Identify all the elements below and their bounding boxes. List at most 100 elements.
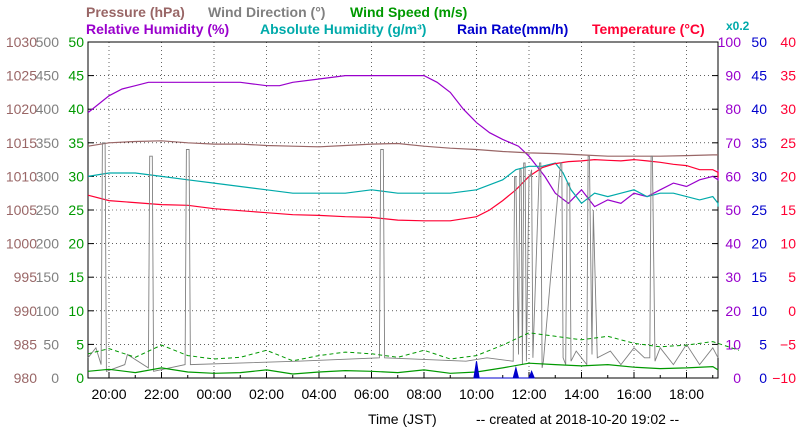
y-tick-label-wind_dir: 300 [36, 168, 60, 184]
y-tick-label-wind_dir: 350 [36, 135, 60, 151]
y-tick-label-wind_dir: 50 [43, 336, 59, 352]
y-tick-label-wind_speed: 35 [68, 135, 84, 151]
y-tick-label-wind_dir: 500 [36, 34, 60, 50]
legend-absolute-humidity: Absolute Humidity (g/m³) [260, 21, 426, 37]
y-tick-label-humidity: 20 [725, 303, 741, 319]
y-tick-label-temperature: −10 [772, 370, 796, 386]
x-axis-label: Time (JST) [368, 411, 437, 427]
x-tick-label: 22:00 [144, 386, 179, 402]
y-tick-label-pressure: 1025 [6, 68, 37, 84]
legend-temperature: Temperature (°C) [592, 21, 705, 37]
y-tick-label-temperature: 35 [780, 68, 796, 84]
x-tick-label: 08:00 [406, 386, 441, 402]
series-relative-humidity [87, 74, 719, 208]
plot-area [87, 41, 740, 379]
y-tick-label-wind_dir: 100 [36, 303, 60, 319]
y-tick-label-wind_speed: 5 [76, 336, 84, 352]
x-tick-label: 06:00 [354, 386, 389, 402]
series-wind-direction [87, 142, 719, 372]
y-tick-label-rain: 20 [751, 236, 767, 252]
legend-relative-humidity: Relative Humidity (%) [86, 21, 229, 37]
y-tick-label-rain: 30 [751, 168, 767, 184]
created-note: -- created at 2018-10-20 19:02 -- [476, 411, 679, 427]
y-tick-label-humidity: 40 [725, 236, 741, 252]
y-tick-label-wind_speed: 25 [68, 202, 84, 218]
y-tick-label-temperature: 10 [780, 236, 796, 252]
legend-row-2: Relative Humidity (%) Absolute Humidity … [86, 19, 750, 37]
y-tick-label-rain: 50 [751, 34, 767, 50]
y-tick-label-pressure: 1030 [6, 34, 37, 50]
x-tick-label: 04:00 [301, 386, 336, 402]
y-tick-label-humidity: 0 [733, 370, 741, 386]
y-tick-label-temperature: 5 [788, 269, 796, 285]
y-tick-label-rain: 40 [751, 101, 767, 117]
y-tick-label-humidity: 30 [725, 269, 741, 285]
y-tick-label-rain: 45 [751, 68, 767, 84]
y-tick-label-temperature: 20 [780, 168, 796, 184]
y-tick-label-wind_dir: 0 [51, 370, 59, 386]
y-tick-label-wind_dir: 250 [36, 202, 60, 218]
x-tick-label: 10:00 [459, 386, 494, 402]
plot-frame [87, 41, 719, 379]
y-tick-label-wind_dir: 200 [36, 236, 60, 252]
y-tick-label-wind_speed: 30 [68, 168, 84, 184]
series-rain-rate-mm-h [473, 361, 536, 379]
y-tick-label-temperature: 15 [780, 202, 796, 218]
y-tick-label-temperature: 0 [788, 303, 796, 319]
y-tick-label-wind_speed: 50 [68, 34, 84, 50]
y-tick-label-humidity: 60 [725, 168, 741, 184]
y-tick-label-temperature: 30 [780, 101, 796, 117]
y-tick-label-rain: 15 [751, 269, 767, 285]
y-tick-label-wind_speed: 45 [68, 68, 84, 84]
y-tick-label-humidity: 100 [718, 34, 742, 50]
y-tick-label-wind_speed: 40 [68, 101, 84, 117]
y-tick-label-pressure: 1015 [6, 135, 37, 151]
y-tick-label-humidity: 10 [725, 336, 741, 352]
y-tick-label-pressure: 990 [14, 303, 38, 319]
y-tick-label-wind_dir: 450 [36, 68, 60, 84]
series-wind-speed-gust [87, 332, 740, 362]
y-tick-label-humidity: 50 [725, 202, 741, 218]
series-absolute-humidity-g-m [87, 162, 719, 207]
y-tick-label-temperature: 40 [780, 34, 796, 50]
x-tick-label: 12:00 [511, 386, 546, 402]
y-tick-label-pressure: 1010 [6, 168, 37, 184]
x-tick-label: 16:00 [616, 386, 651, 402]
y-tick-label-humidity: 70 [725, 135, 741, 151]
series-wind-speed-m-s [87, 362, 719, 375]
y-tick-label-wind_dir: 400 [36, 101, 60, 117]
legend-wind-speed: Wind Speed (m/s) [350, 4, 467, 20]
legend-row-1: Pressure (hPa) Wind Direction (°) Wind S… [86, 4, 467, 20]
y-tick-label-pressure: 980 [14, 370, 38, 386]
y-tick-label-wind_dir: 150 [36, 269, 60, 285]
y-tick-label-rain: 35 [751, 135, 767, 151]
y-tick-label-temperature: 25 [780, 135, 796, 151]
series-pressure-hpa [87, 140, 718, 157]
y-tick-label-temperature: −5 [780, 336, 796, 352]
y-tick-label-humidity: 80 [725, 101, 741, 117]
y-tick-label-wind_speed: 0 [76, 370, 84, 386]
y-tick-label-rain: 10 [751, 303, 767, 319]
x-tick-label: 18:00 [669, 386, 704, 402]
y-tick-label-rain: 0 [759, 370, 767, 386]
scale-note: x0.2 [726, 19, 750, 33]
x-tick-label: 00:00 [196, 386, 231, 402]
y-tick-label-pressure: 995 [14, 269, 38, 285]
y-tick-label-rain: 5 [759, 336, 767, 352]
x-tick-label: 02:00 [249, 386, 284, 402]
y-tick-label-pressure: 985 [14, 336, 38, 352]
axes: 20:00 22:00 00:00 02:00 04:00 06:00 08:00 10:00… [6, 34, 796, 402]
y-tick-label-pressure: 1020 [6, 101, 37, 117]
y-tick-label-wind_speed: 10 [68, 303, 84, 319]
y-tick-label-humidity: 90 [725, 68, 741, 84]
x-tick-label: 20:00 [91, 386, 126, 402]
series-temperature-c [87, 158, 719, 222]
legend-rain-rate: Rain Rate(mm/h) [457, 21, 568, 37]
y-tick-label-rain: 25 [751, 202, 767, 218]
y-tick-label-pressure: 1005 [6, 202, 37, 218]
legend-wind-direction: Wind Direction (°) [208, 4, 325, 20]
y-tick-label-pressure: 1000 [6, 236, 37, 252]
legend-pressure: Pressure (hPa) [86, 4, 185, 20]
x-tick-label: 14:00 [564, 386, 599, 402]
